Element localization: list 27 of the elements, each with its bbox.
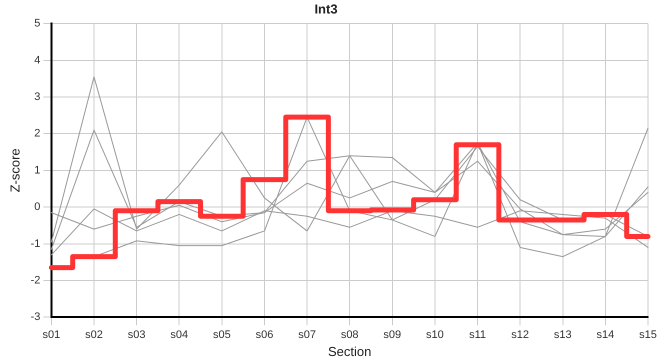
- y-tick-label: 0: [34, 201, 40, 214]
- y-tick-label: -2: [30, 274, 40, 287]
- y-tick-label: 3: [34, 91, 40, 104]
- y-tick-label: 2: [34, 128, 40, 140]
- x-tick-label: s11: [469, 328, 486, 341]
- x-tick-label: s09: [383, 328, 402, 341]
- y-axis-title: Z-score: [7, 148, 22, 192]
- x-tick-label: s10: [426, 328, 444, 341]
- x-tick-label: s15: [639, 328, 657, 341]
- x-tick-label: s08: [340, 328, 359, 341]
- x-tick-label: s01: [42, 328, 60, 341]
- x-tick-label: s03: [128, 328, 146, 341]
- y-tick-label: 5: [34, 18, 40, 30]
- x-tick-label: s07: [298, 328, 316, 341]
- chart-title: Int3: [314, 1, 338, 16]
- x-tick-label: s04: [170, 328, 188, 341]
- y-tick-label: -1: [30, 238, 40, 250]
- x-tick-label: s02: [85, 328, 103, 341]
- x-tick-label: s12: [511, 328, 530, 341]
- x-tick-label: s14: [596, 328, 614, 341]
- y-tick-label: 4: [34, 54, 40, 66]
- x-tick-label: s05: [212, 328, 231, 341]
- y-tick-label: 1: [34, 164, 40, 176]
- x-axis-title: Section: [328, 344, 372, 359]
- x-tick-label: s13: [554, 328, 572, 341]
- y-tick-label: -3: [30, 311, 40, 324]
- x-tick-label: s06: [256, 328, 274, 341]
